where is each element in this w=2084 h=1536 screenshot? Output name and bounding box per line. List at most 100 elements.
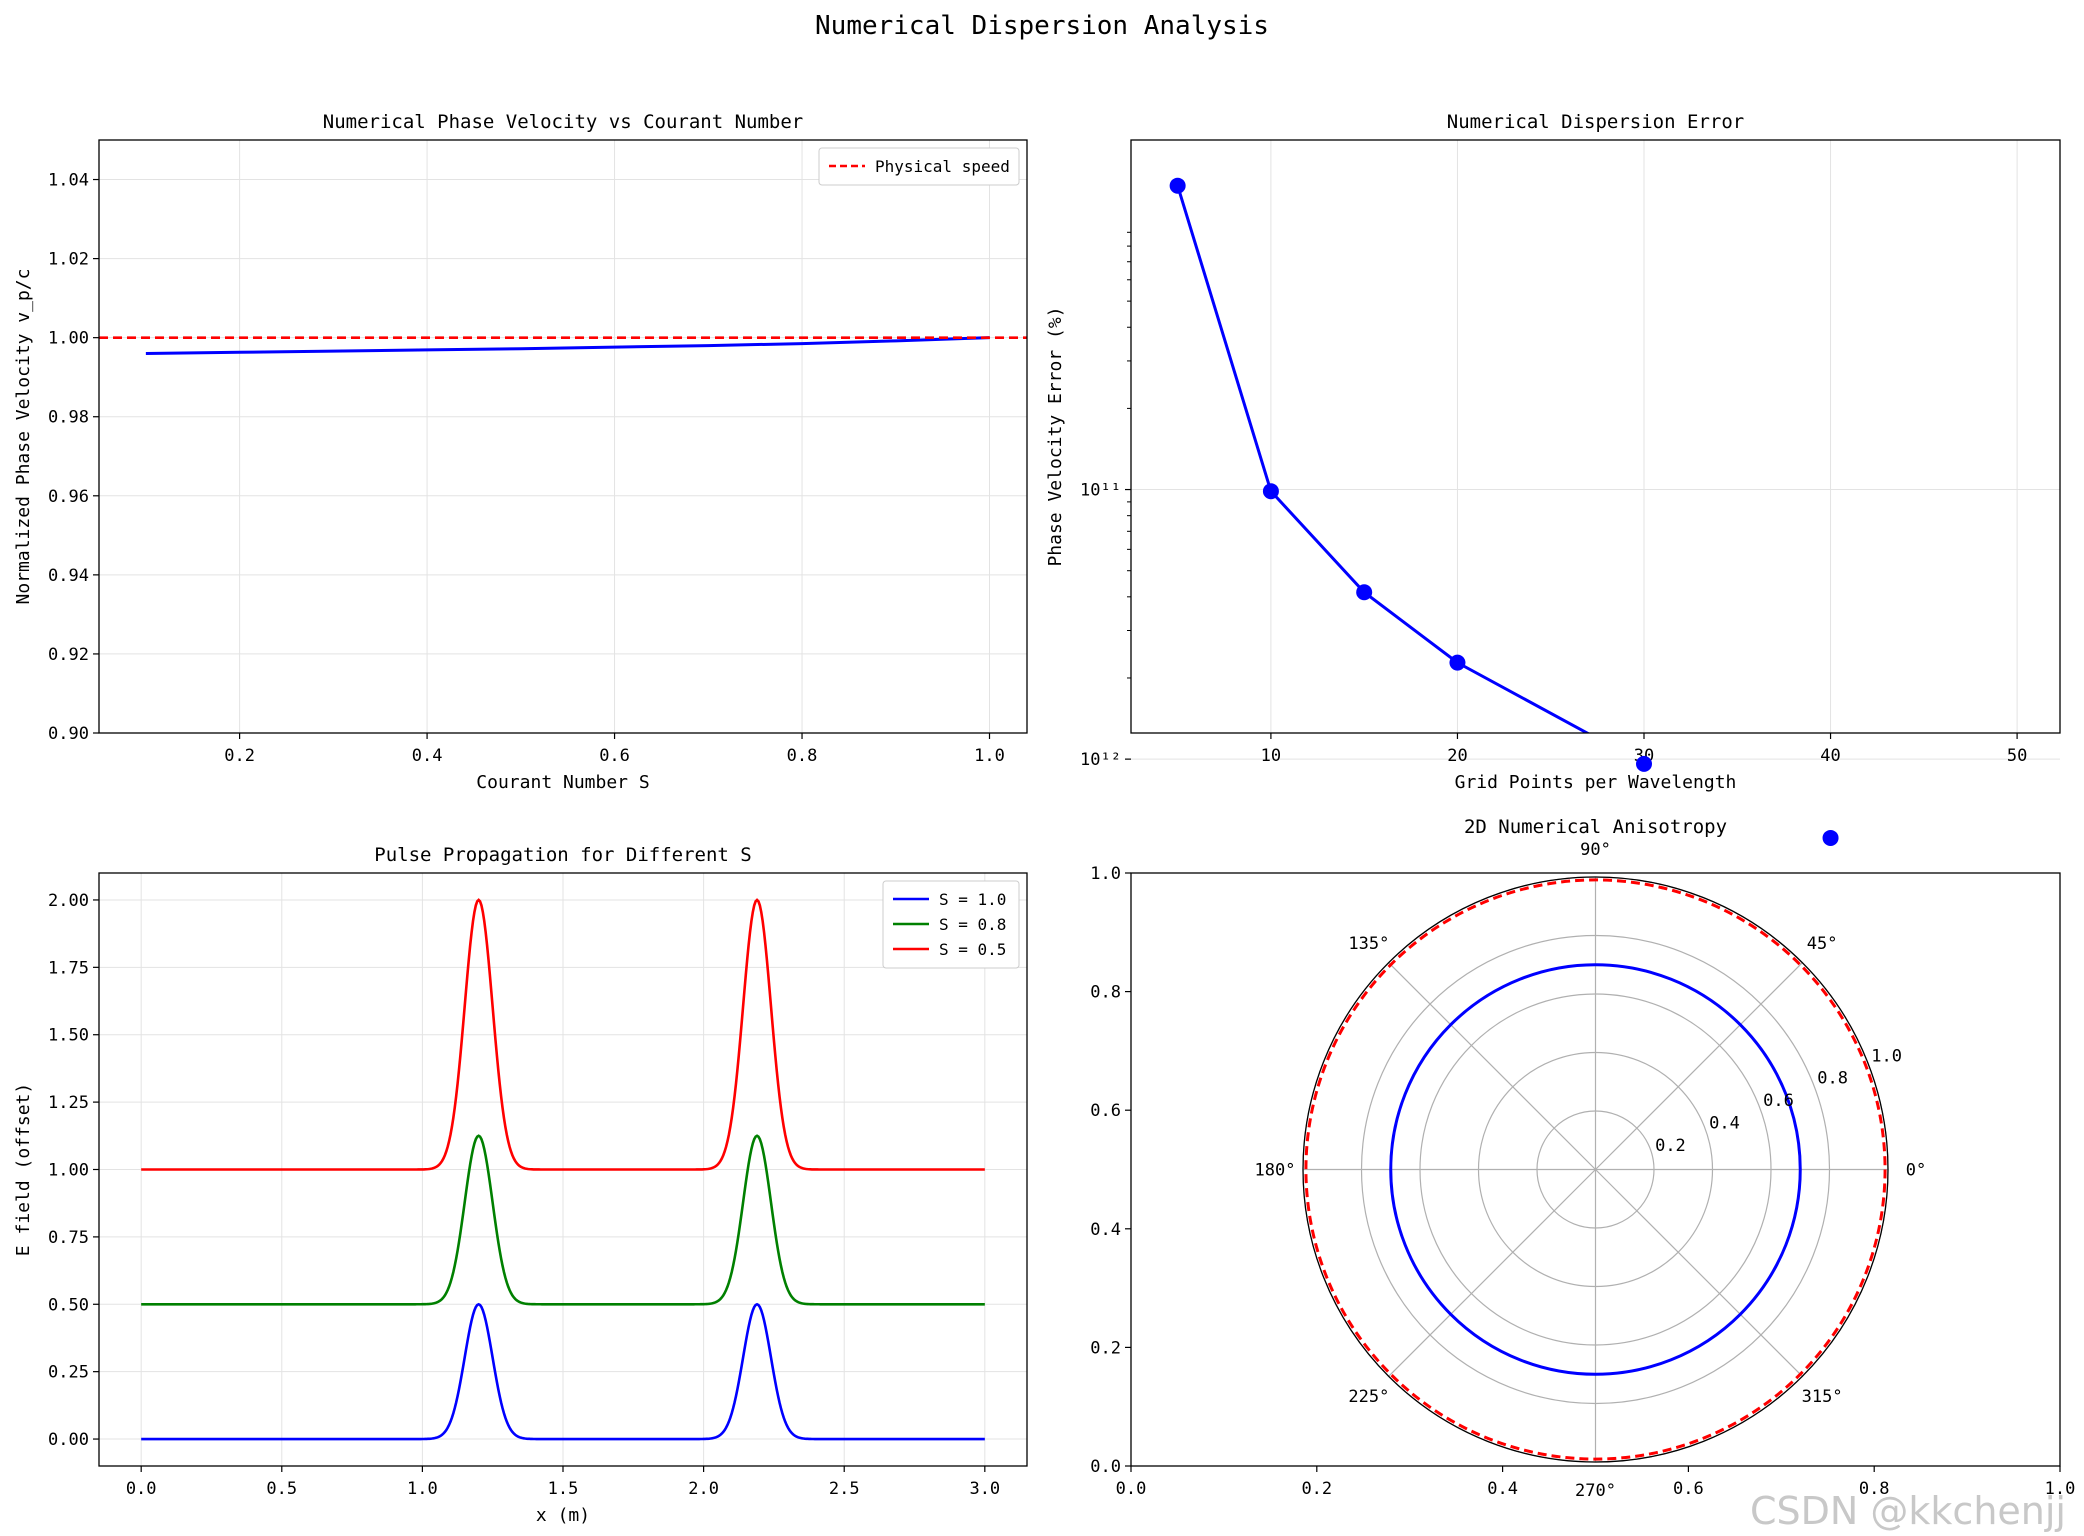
y-tick-label: 10¹¹ xyxy=(1080,481,1121,501)
x-tick-label: 2.0 xyxy=(688,1479,719,1499)
y-tick-label: 0.92 xyxy=(48,645,89,665)
polar-grid-spoke xyxy=(1595,962,1803,1170)
legend-label: S = 0.5 xyxy=(939,940,1006,959)
y-axis-label: Phase Velocity Error (%) xyxy=(1045,306,1066,566)
x-tick-label: 1.0 xyxy=(407,1479,438,1499)
y-tick-label: 0.00 xyxy=(48,1430,89,1450)
x-tick-label: 1.5 xyxy=(548,1479,579,1499)
polar-angle-label: 90° xyxy=(1580,840,1611,860)
x-tick-label: 20 xyxy=(1447,746,1467,766)
x-tick-label: 0.8 xyxy=(787,746,818,766)
y-tick-label: 1.25 xyxy=(48,1093,89,1113)
y-tick-label: 0.6 xyxy=(1090,1101,1121,1121)
data-point xyxy=(1169,177,1186,194)
y-tick-label: 1.50 xyxy=(48,1026,89,1046)
plot-area xyxy=(99,336,1027,355)
y-tick-label: 0.90 xyxy=(48,724,89,744)
x-axis-label: Courant Number S xyxy=(476,772,649,793)
polar-angle-label: 180° xyxy=(1255,1161,1296,1181)
x-tick-label: 50 xyxy=(2007,746,2027,766)
chart-title: 2D Numerical Anisotropy xyxy=(1464,816,1727,838)
series-line-s-0-5 xyxy=(141,898,985,1171)
x-tick-label: 0.6 xyxy=(599,746,630,766)
polar-angle-label: 45° xyxy=(1807,934,1838,954)
polar-frame xyxy=(1302,876,1889,1463)
x-tick-label: 40 xyxy=(1820,746,1840,766)
x-tick-label: 0.8 xyxy=(1859,1479,1890,1499)
chart-title: Numerical Phase Velocity vs Courant Numb… xyxy=(323,111,803,133)
x-tick-label: 0.4 xyxy=(1487,1479,1518,1499)
x-tick-label: 0.0 xyxy=(126,1479,157,1499)
legend-box xyxy=(882,880,1020,969)
data-point xyxy=(1262,483,1279,500)
series-line-s-1-0 xyxy=(141,1302,985,1441)
polar-angle-label: 0° xyxy=(1906,1161,1926,1181)
polar-angle-label: 315° xyxy=(1802,1387,1843,1407)
watermark: CSDN @kkchenjj xyxy=(1750,1489,2066,1533)
polar-angle-label: 135° xyxy=(1348,934,1389,954)
panel-pulse-propagation: 0.0 0.5 1.0 1.5 2.0 2.5 3.0 0.00 0.25 0.50 0.75 1.0… xyxy=(13,844,1028,1526)
legend-label: Physical speed xyxy=(875,157,1010,176)
x-tick-label: 0.0 xyxy=(1116,1479,1147,1499)
panel-anisotropy: 0.0 0.2 0.4 0.6 0.8 1.0 0.0 0.2 0.4 0.6 0.8 1.0 2D N… xyxy=(1090,816,2075,1501)
y-tick-label: 1.00 xyxy=(48,329,89,349)
axes-frame xyxy=(1130,139,2061,734)
polar-grid-spoke xyxy=(1595,1169,1803,1377)
x-tick-label: 1.0 xyxy=(2045,1479,2076,1499)
y-tick-label: 0.94 xyxy=(48,566,89,586)
y-tick-label: 0.50 xyxy=(48,1295,89,1315)
x-tick-label: 3.0 xyxy=(969,1479,1000,1499)
series-physical-circle xyxy=(1304,878,1887,1461)
x-tick-label: 0.4 xyxy=(412,746,443,766)
y-tick-label: 0.96 xyxy=(48,487,89,507)
x-tick-label: 10 xyxy=(1261,746,1281,766)
polar-angle-label: 225° xyxy=(1348,1387,1389,1407)
x-axis-label: Grid Points per Wavelength xyxy=(1455,772,1737,793)
chart-title: Numerical Dispersion Error xyxy=(1447,111,1744,133)
x-tick-label: 0.5 xyxy=(266,1479,297,1499)
y-tick-label: 1.04 xyxy=(48,171,89,191)
figure-suptitle: Numerical Dispersion Analysis xyxy=(815,11,1269,41)
x-tick-label: 0.2 xyxy=(224,746,255,766)
polar-grid-spoke xyxy=(1388,1169,1596,1377)
y-tick-label: 0.2 xyxy=(1090,1338,1121,1358)
x-tick-label: 2.5 xyxy=(829,1479,860,1499)
y-axis-label: Normalized Phase Velocity v_p/c xyxy=(13,269,34,605)
y-tick-label: 0.8 xyxy=(1090,983,1121,1003)
legend-label: S = 0.8 xyxy=(939,915,1006,934)
legend: S = 1.0 S = 0.8 S = 0.5 xyxy=(882,880,1020,969)
legend-box xyxy=(818,147,1020,186)
y-tick-label: 0.98 xyxy=(48,408,89,428)
polar-radial-label: 1.0 xyxy=(1871,1046,1902,1066)
data-point xyxy=(1449,654,1466,671)
x-tick-label: 1.0 xyxy=(974,746,1005,766)
polar-radial-label: 0.4 xyxy=(1709,1113,1740,1133)
data-point xyxy=(1636,755,1653,772)
x-tick-label: 0.2 xyxy=(1301,1479,1332,1499)
panel-phase-velocity: 0.2 0.4 0.6 0.8 1.0 0.90 0.92 0.94 0.96 0.98 1.00 1… xyxy=(13,111,1028,793)
y-tick-label: 0.75 xyxy=(48,1228,89,1248)
axes-frame xyxy=(98,872,1028,1467)
y-tick-label: 1.0 xyxy=(1090,864,1121,884)
polar-radial-label: 0.8 xyxy=(1817,1069,1848,1089)
data-point xyxy=(1356,584,1373,601)
plot-area xyxy=(141,898,985,1441)
y-tick-label: 1.75 xyxy=(48,958,89,978)
y-tick-label: 10¹² xyxy=(1080,750,1121,770)
data-point xyxy=(1822,829,1839,846)
legend: Physical speed xyxy=(818,147,1020,186)
polar-radial-label: 0.2 xyxy=(1655,1136,1686,1156)
legend-label: S = 1.0 xyxy=(939,890,1006,909)
y-tick-label: 0.25 xyxy=(48,1363,89,1383)
y-tick-label: 2.00 xyxy=(48,891,89,911)
chart-title: Pulse Propagation for Different S xyxy=(374,844,752,866)
x-axis-label: x (m) xyxy=(536,1505,590,1526)
y-tick-label: 0.4 xyxy=(1090,1220,1121,1240)
y-tick-label: 1.02 xyxy=(48,250,89,270)
polar-radial-label: 0.6 xyxy=(1763,1091,1794,1111)
polar-angle-label: 270° xyxy=(1575,1481,1616,1501)
y-tick-label: 1.00 xyxy=(48,1161,89,1181)
y-tick-label: 0.0 xyxy=(1090,1457,1121,1477)
series-line-s-0-8 xyxy=(141,1134,985,1306)
